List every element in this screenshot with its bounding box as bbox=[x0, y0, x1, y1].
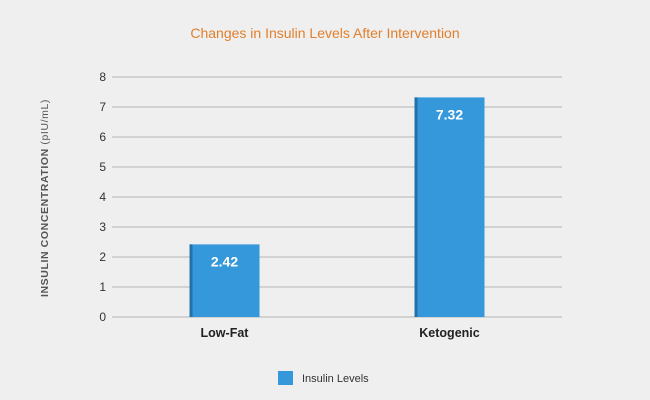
legend: Insulin Levels bbox=[278, 371, 369, 385]
bar-edge bbox=[414, 97, 418, 318]
y-tick-label: 3 bbox=[99, 220, 106, 234]
x-axis-categories: Low-Fat Ketogenic bbox=[201, 326, 480, 340]
legend-label: Insulin Levels bbox=[302, 373, 369, 385]
gridlines bbox=[112, 76, 562, 318]
y-axis-label-unit: (pIU/mL) bbox=[39, 99, 51, 145]
y-tick-label: 4 bbox=[99, 190, 106, 204]
y-axis-label-main: INSULIN CONCENTRATION bbox=[39, 148, 51, 297]
bars: 2.42 7.32 bbox=[189, 97, 485, 318]
y-axis-label: INSULIN CONCENTRATION (pIU/mL) bbox=[39, 99, 51, 297]
y-tick-label: 8 bbox=[99, 70, 106, 84]
y-tick-label: 7 bbox=[99, 100, 106, 114]
y-tick-label: 5 bbox=[99, 160, 106, 174]
y-tick-label: 0 bbox=[99, 310, 106, 324]
bar-value-label: 7.32 bbox=[436, 106, 463, 122]
y-tick-label: 2 bbox=[99, 250, 106, 264]
x-category-label: Low-Fat bbox=[201, 326, 250, 340]
y-tick-label: 1 bbox=[99, 280, 106, 294]
bar-value-label: 2.42 bbox=[211, 253, 238, 269]
y-tick-label: 6 bbox=[99, 130, 106, 144]
legend-swatch bbox=[278, 371, 293, 385]
chart-title: Changes in Insulin Levels After Interven… bbox=[190, 25, 459, 41]
y-axis-ticks: 0 1 2 3 4 5 6 7 8 bbox=[99, 70, 106, 324]
bar bbox=[414, 97, 485, 318]
bar bbox=[189, 244, 260, 317]
bar-edge bbox=[189, 244, 193, 317]
x-category-label: Ketogenic bbox=[419, 326, 479, 340]
